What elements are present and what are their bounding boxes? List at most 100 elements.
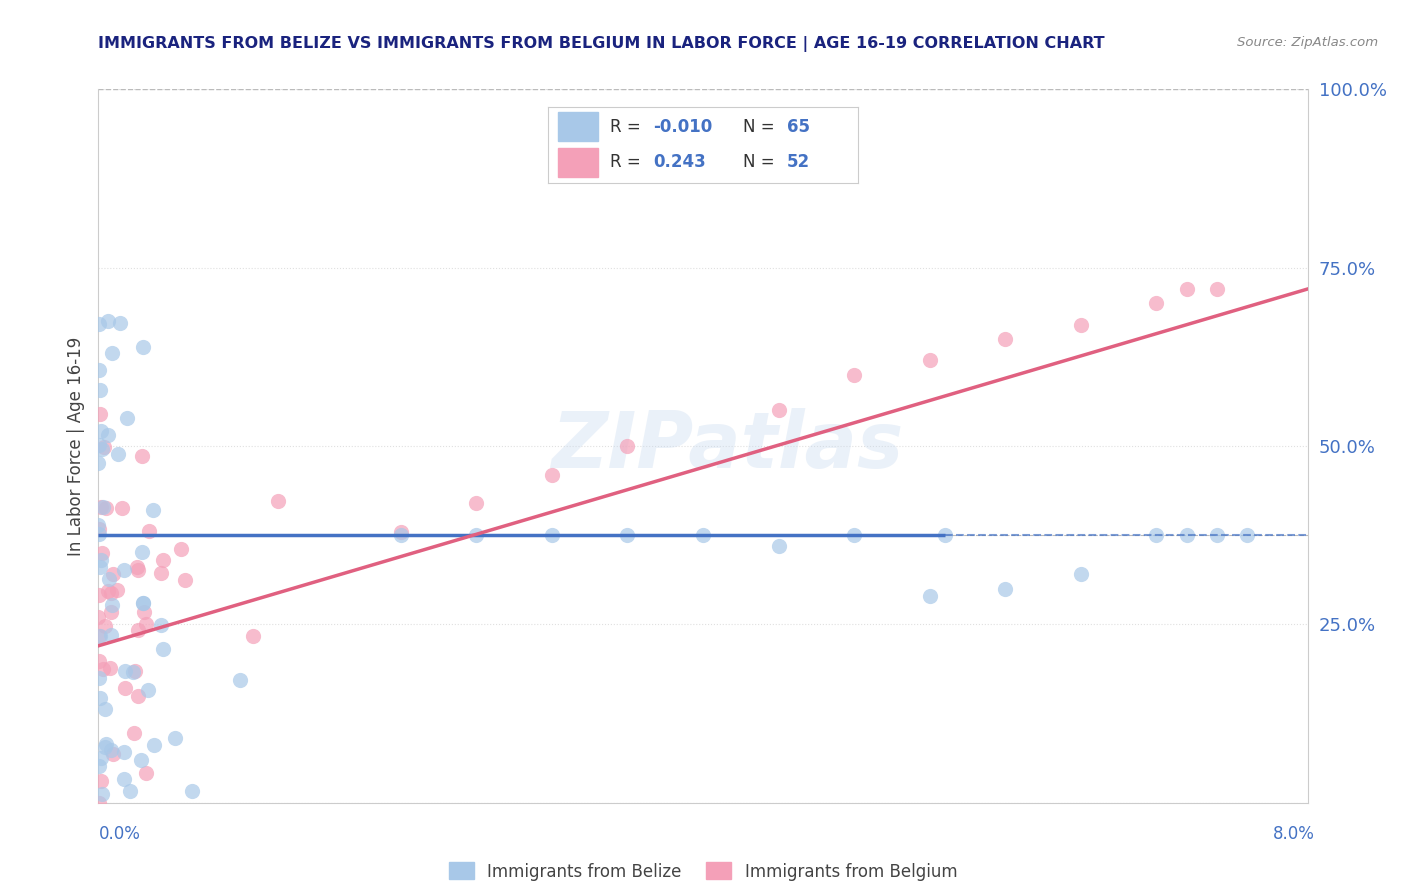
- Point: [90, 774, 112, 789]
- Point: [87, 654, 110, 668]
- Text: R =: R =: [610, 153, 651, 171]
- Text: 0.243: 0.243: [654, 153, 706, 171]
- Point: [100, 628, 122, 642]
- Point: [105, 582, 128, 597]
- Point: [131, 449, 153, 463]
- Point: [1236, 528, 1258, 542]
- Point: [994, 332, 1017, 346]
- Point: [1205, 282, 1229, 296]
- Point: [163, 731, 186, 746]
- Point: [242, 629, 264, 643]
- Point: [1070, 318, 1092, 332]
- Point: [142, 502, 165, 516]
- Point: [149, 566, 172, 580]
- Point: [87, 456, 110, 470]
- Point: [114, 664, 136, 678]
- Point: [100, 743, 122, 757]
- Point: [89, 383, 111, 397]
- Point: [143, 738, 166, 752]
- Text: R =: R =: [610, 118, 647, 136]
- Point: [844, 528, 866, 542]
- Point: [152, 552, 174, 566]
- Point: [934, 528, 956, 542]
- Point: [101, 598, 124, 612]
- Point: [94, 737, 117, 751]
- Point: [389, 528, 412, 542]
- Point: [112, 563, 135, 577]
- Point: [122, 665, 145, 680]
- Point: [127, 560, 149, 574]
- Point: [94, 618, 117, 632]
- Bar: [558, 148, 598, 177]
- Point: [138, 524, 160, 539]
- Point: [994, 582, 1017, 596]
- Point: [87, 671, 110, 685]
- Point: [100, 345, 122, 359]
- Text: N =: N =: [744, 153, 780, 171]
- Point: [131, 545, 153, 559]
- Point: [1205, 528, 1229, 542]
- Point: [134, 605, 156, 619]
- Point: [107, 447, 129, 461]
- Point: [135, 617, 157, 632]
- Point: [100, 585, 122, 599]
- Point: [89, 363, 111, 377]
- Legend: Immigrants from Belize, Immigrants from Belgium: Immigrants from Belize, Immigrants from …: [441, 855, 965, 888]
- Point: [87, 629, 110, 643]
- Point: [89, 758, 111, 772]
- Point: [87, 518, 110, 533]
- Point: [127, 689, 149, 703]
- Point: [103, 566, 125, 581]
- Point: [110, 501, 132, 516]
- Point: [97, 584, 120, 599]
- Point: [132, 596, 155, 610]
- Point: [91, 662, 114, 676]
- Point: [465, 496, 488, 510]
- Point: [1175, 528, 1198, 542]
- Point: [170, 542, 193, 557]
- Point: [540, 528, 562, 542]
- Point: [89, 407, 111, 421]
- Point: [132, 340, 155, 354]
- Point: [118, 784, 141, 798]
- Point: [616, 528, 638, 542]
- Text: Source: ZipAtlas.com: Source: ZipAtlas.com: [1237, 36, 1378, 49]
- Point: [117, 410, 139, 425]
- Point: [229, 673, 252, 688]
- Point: [692, 528, 714, 542]
- Point: [91, 546, 114, 560]
- Point: [100, 605, 122, 619]
- Point: [768, 539, 790, 553]
- Point: [616, 439, 638, 453]
- Point: [114, 745, 136, 759]
- Point: [1144, 528, 1167, 542]
- Point: [389, 524, 412, 539]
- Text: N =: N =: [744, 118, 780, 136]
- Point: [132, 596, 155, 610]
- Point: [89, 559, 111, 574]
- Point: [98, 661, 121, 675]
- Point: [90, 553, 112, 567]
- Point: [90, 751, 112, 765]
- Point: [98, 572, 121, 586]
- Point: [87, 609, 110, 624]
- Point: [89, 690, 111, 705]
- Point: [152, 641, 174, 656]
- Point: [94, 702, 117, 716]
- Point: [129, 753, 152, 767]
- Point: [91, 442, 114, 457]
- Point: [918, 589, 941, 603]
- Point: [124, 664, 146, 678]
- Point: [91, 788, 114, 802]
- Point: [127, 623, 149, 637]
- Point: [89, 629, 111, 643]
- Point: [124, 725, 146, 739]
- Point: [540, 467, 562, 482]
- Text: IMMIGRANTS FROM BELIZE VS IMMIGRANTS FROM BELGIUM IN LABOR FORCE | AGE 16-19 COR: IMMIGRANTS FROM BELIZE VS IMMIGRANTS FRO…: [98, 36, 1105, 52]
- Text: ZIPatlas: ZIPatlas: [551, 408, 903, 484]
- Point: [94, 739, 117, 754]
- Point: [267, 494, 290, 508]
- Point: [918, 353, 941, 368]
- Point: [135, 765, 157, 780]
- Point: [180, 784, 202, 798]
